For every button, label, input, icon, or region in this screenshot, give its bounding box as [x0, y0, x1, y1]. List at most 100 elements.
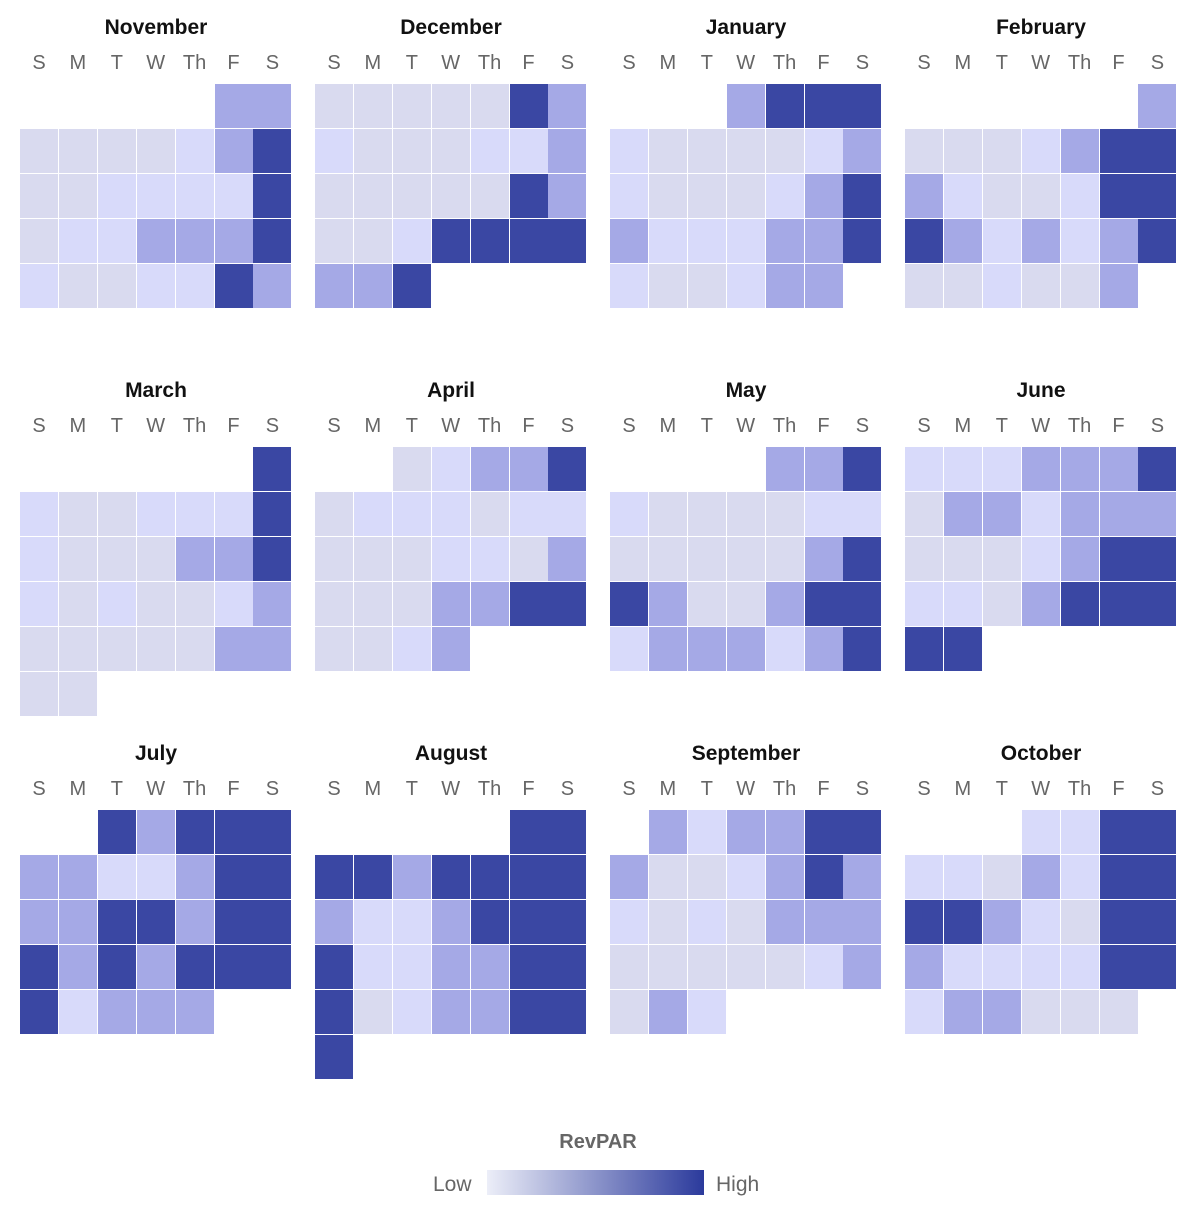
- weekday-label: S: [1150, 778, 1165, 800]
- day-cell: [1099, 810, 1138, 854]
- day-cell: [726, 582, 765, 626]
- month-title: February: [996, 16, 1086, 39]
- weekday-label: T: [700, 415, 713, 437]
- day-cell: [687, 537, 726, 581]
- day-cell: [97, 219, 136, 263]
- day-cell: [20, 129, 58, 173]
- day-cell: [253, 810, 292, 854]
- weekday-label: M: [69, 415, 87, 437]
- weekday-label: S: [855, 415, 870, 437]
- month-august: August S M T W Th F S: [315, 726, 587, 1079]
- day-cell: [315, 990, 353, 1034]
- month-title: May: [725, 379, 767, 402]
- day-cell: [765, 810, 804, 854]
- day-cell: [214, 492, 253, 536]
- day-cell: [726, 900, 765, 944]
- day-cell: [353, 84, 392, 128]
- day-cell: [392, 264, 431, 308]
- day-cell: [687, 810, 726, 854]
- day-cell: [509, 900, 548, 944]
- weekday-label: W: [146, 415, 166, 437]
- day-cell: [943, 627, 982, 671]
- day-cell: [804, 627, 843, 671]
- day-cell: [470, 537, 509, 581]
- day-cell: [765, 219, 804, 263]
- day-cell: [1138, 810, 1177, 854]
- day-cell: [58, 174, 97, 218]
- day-cell: [509, 855, 548, 899]
- weekday-label: Th: [477, 415, 502, 437]
- day-cell: [648, 990, 687, 1034]
- day-cell: [1021, 810, 1060, 854]
- day-cell: [1060, 174, 1099, 218]
- weekday-label: M: [364, 415, 382, 437]
- day-cell: [509, 945, 548, 989]
- day-cell: [1060, 129, 1099, 173]
- day-cell: [58, 672, 97, 716]
- day-cell: [97, 945, 136, 989]
- day-cell: [58, 582, 97, 626]
- day-cell: [905, 990, 943, 1034]
- day-cell: [1060, 219, 1099, 263]
- day-cell: [548, 492, 587, 536]
- day-cell: [548, 84, 587, 128]
- day-cell: [470, 447, 509, 491]
- day-cell: [175, 492, 214, 536]
- day-cell: [726, 84, 765, 128]
- day-cell: [353, 627, 392, 671]
- day-cell: [431, 129, 470, 173]
- weekday-label: F: [227, 778, 240, 800]
- day-cell: [214, 627, 253, 671]
- day-cell: [431, 582, 470, 626]
- day-cell: [648, 582, 687, 626]
- day-cell: [353, 900, 392, 944]
- day-cell: [548, 855, 587, 899]
- weekday-label: W: [736, 778, 756, 800]
- weekday-label: S: [560, 778, 575, 800]
- day-cell: [726, 174, 765, 218]
- day-cell: [431, 945, 470, 989]
- weekday-label: Th: [182, 52, 207, 74]
- day-cell: [431, 855, 470, 899]
- day-cell: [431, 627, 470, 671]
- day-cell: [20, 672, 58, 716]
- day-cell: [1138, 174, 1177, 218]
- weekday-label: M: [954, 52, 972, 74]
- weekday-label: S: [622, 415, 636, 437]
- day-cell: [509, 219, 548, 263]
- day-cell: [509, 990, 548, 1034]
- day-cell: [392, 537, 431, 581]
- weekday-label: Th: [477, 778, 502, 800]
- month-april: April S M T W Th F S: [315, 363, 587, 703]
- day-cell: [97, 264, 136, 308]
- day-cell: [804, 582, 843, 626]
- day-cell: [548, 174, 587, 218]
- day-cell: [1138, 492, 1177, 536]
- day-cell: [509, 84, 548, 128]
- weekday-label: F: [227, 52, 240, 74]
- day-cell: [58, 990, 97, 1034]
- legend-gradient-bar: [487, 1170, 704, 1195]
- day-cell: [905, 264, 943, 308]
- day-cell: [214, 855, 253, 899]
- weekday-label: T: [110, 778, 123, 800]
- day-cell: [648, 219, 687, 263]
- weekday-label: M: [364, 52, 382, 74]
- day-cell: [610, 219, 648, 263]
- month-july: July S M T W Th F S: [20, 726, 292, 1066]
- day-cell: [1060, 990, 1099, 1034]
- day-cell: [470, 492, 509, 536]
- weekday-label: W: [441, 415, 461, 437]
- day-cell: [58, 264, 97, 308]
- day-cell: [20, 264, 58, 308]
- day-cell: [175, 810, 214, 854]
- day-cell: [687, 855, 726, 899]
- month-march: March S M T W Th F S: [20, 363, 292, 716]
- day-cell: [175, 945, 214, 989]
- month-october: October S M T W Th F S: [905, 726, 1177, 1066]
- weekday-label: S: [1150, 415, 1165, 437]
- day-cell: [175, 219, 214, 263]
- weekday-label: Th: [772, 52, 797, 74]
- day-cell: [136, 990, 175, 1034]
- weekday-label: S: [855, 52, 870, 74]
